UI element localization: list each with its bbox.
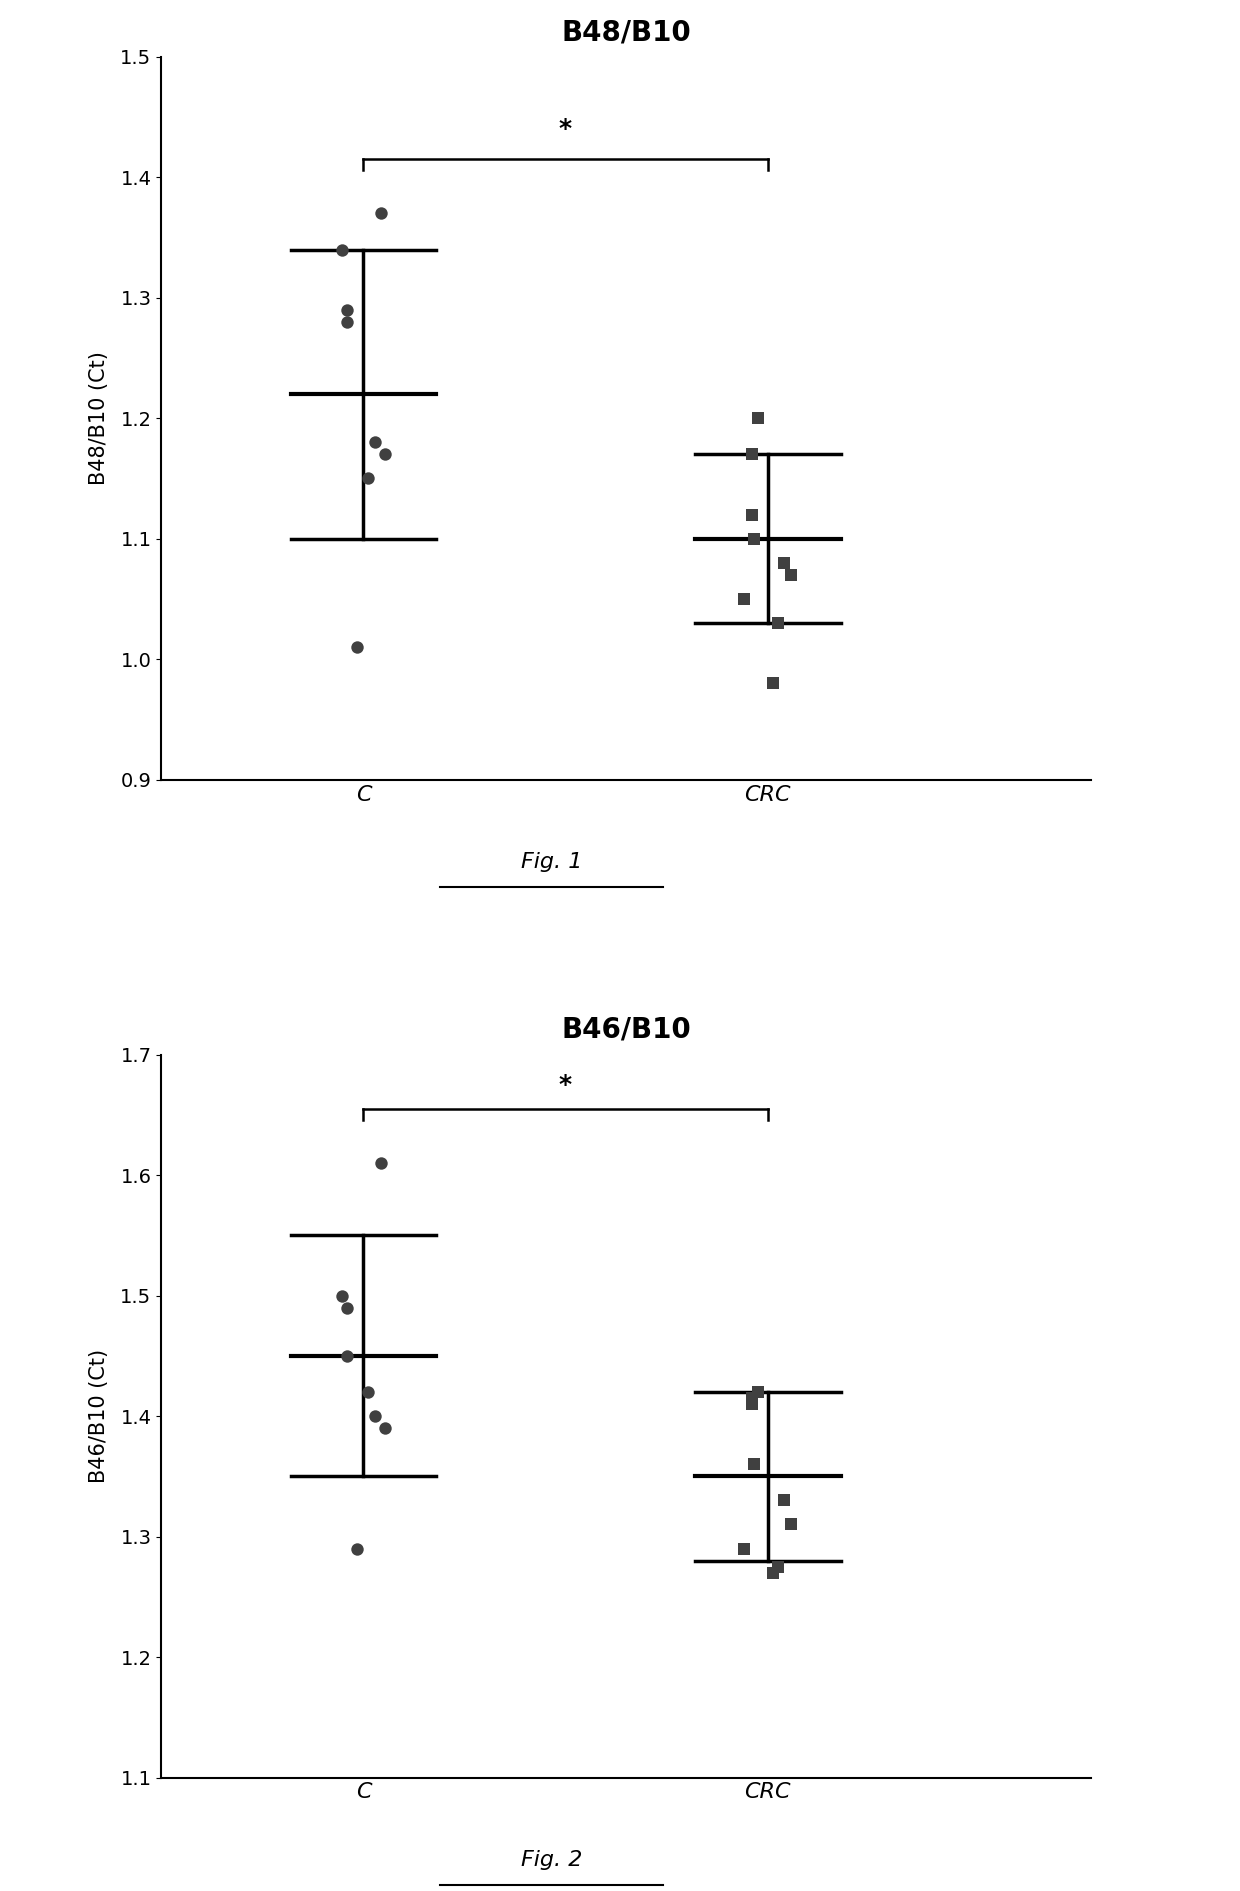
Point <box>337 1341 357 1371</box>
Point <box>743 1388 763 1418</box>
Point <box>768 609 787 639</box>
Point <box>365 1401 384 1431</box>
Point <box>347 632 367 662</box>
Point <box>743 499 763 529</box>
Text: *: * <box>559 117 572 142</box>
Point <box>365 427 384 458</box>
Point <box>332 234 352 265</box>
Point <box>337 295 357 325</box>
Point <box>774 548 794 579</box>
Point <box>358 463 378 494</box>
Y-axis label: B46/B10 (Ct): B46/B10 (Ct) <box>89 1348 109 1483</box>
Point <box>763 668 782 698</box>
Point <box>743 1382 763 1413</box>
Point <box>743 439 763 469</box>
Y-axis label: B48/B10 (Ct): B48/B10 (Ct) <box>89 352 109 486</box>
Point <box>376 1413 396 1443</box>
Point <box>781 1509 801 1539</box>
Point <box>781 560 801 590</box>
Point <box>763 1558 782 1588</box>
Point <box>371 199 391 229</box>
Text: Fig. 2: Fig. 2 <box>521 1849 583 1870</box>
Point <box>347 1534 367 1564</box>
Point <box>337 306 357 337</box>
Point <box>376 439 396 469</box>
Point <box>774 1484 794 1515</box>
Point <box>744 524 764 554</box>
Title: B48/B10: B48/B10 <box>562 19 691 45</box>
Point <box>337 1292 357 1322</box>
Title: B46/B10: B46/B10 <box>562 1015 691 1044</box>
Point <box>734 584 754 615</box>
Point <box>332 1280 352 1310</box>
Point <box>358 1377 378 1407</box>
Text: Fig. 1: Fig. 1 <box>521 853 583 872</box>
Point <box>768 1551 787 1581</box>
Point <box>748 1377 768 1407</box>
Point <box>748 403 768 433</box>
Point <box>744 1449 764 1479</box>
Point <box>371 1148 391 1178</box>
Text: *: * <box>559 1072 572 1097</box>
Point <box>734 1534 754 1564</box>
